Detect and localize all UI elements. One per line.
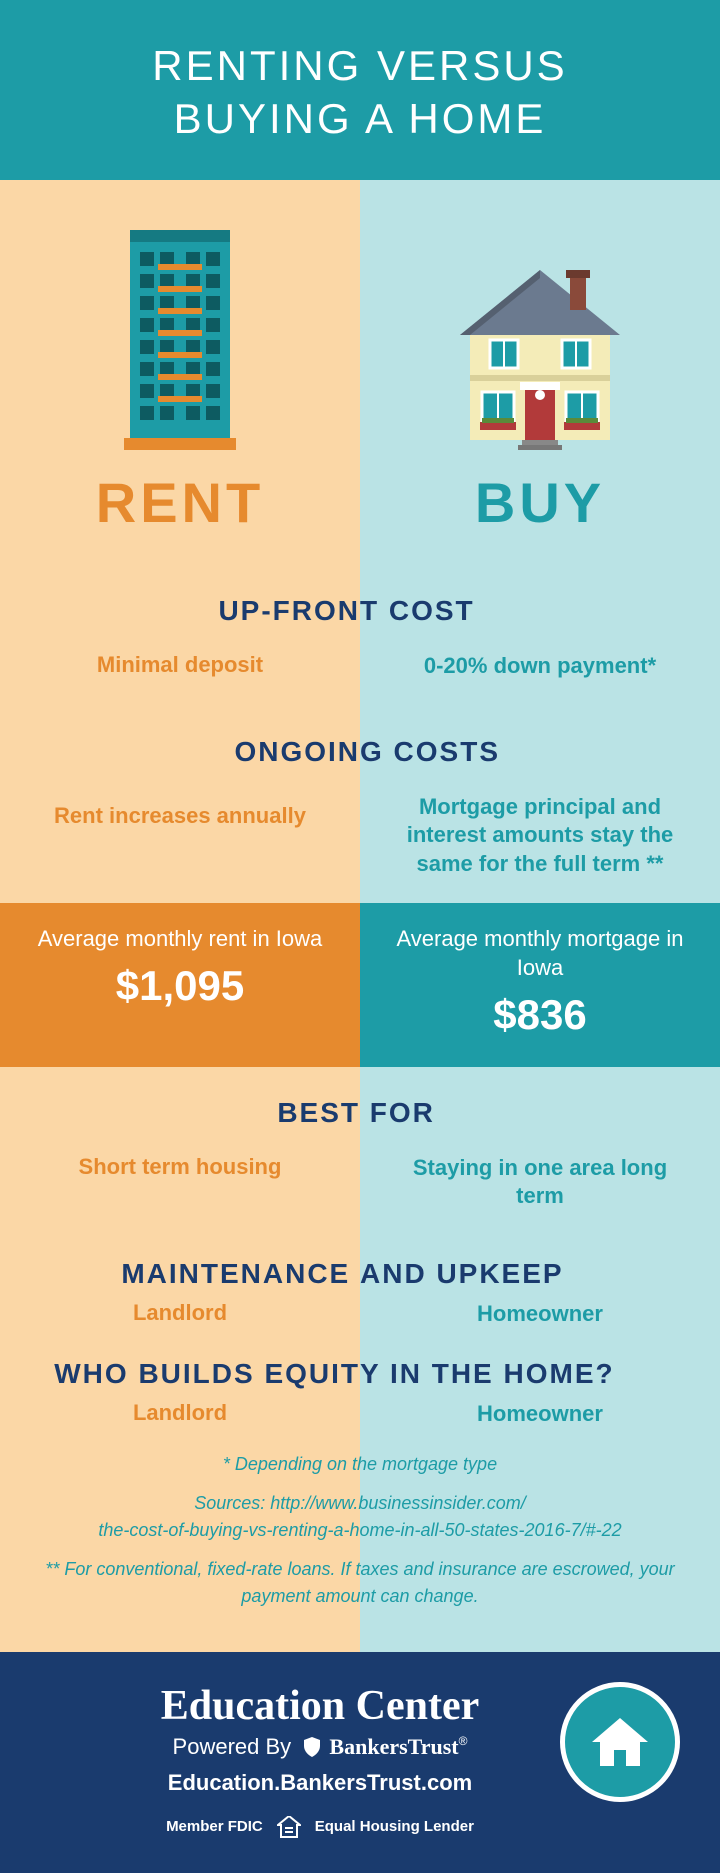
footer-url: Education.BankersTrust.com [90, 1770, 550, 1796]
house-icon [360, 180, 720, 470]
buy-label: BUY [360, 470, 720, 565]
ongoing-buy-value: Mortgage principal and interest amounts … [360, 783, 720, 904]
stats-band: Average monthly rent in Iowa $1,095 Aver… [0, 903, 720, 1066]
equity-buy-value: Homeowner [360, 1398, 720, 1437]
upfront-heading-right: T COST [360, 565, 720, 642]
shield-icon [303, 1737, 321, 1757]
buy-stat: Average monthly mortgage in Iowa $836 [360, 903, 720, 1066]
column-headers: RENT [0, 180, 720, 565]
ongoing-rent-value: Rent increases annually [0, 783, 360, 854]
bestfor-buy-col: FOR Staying in one area long term [360, 1067, 720, 1236]
equal-housing-lender: Equal Housing Lender [315, 1818, 474, 1835]
maintenance-rent-value: Landlord [0, 1298, 360, 1334]
ongoing-rent-col: ONGOIN Rent increases annually [0, 706, 360, 904]
rent-column-header: RENT [0, 180, 360, 565]
upfront-heading-left: UP-FRON [0, 565, 360, 642]
footnote-1: * Depending on the mortgage type [40, 1451, 680, 1478]
rent-label: RENT [0, 470, 360, 565]
header: RENTING VERSUS BUYING A HOME [0, 0, 720, 180]
footnote-source: Sources: http://www.businessinsider.com/… [40, 1490, 680, 1544]
buy-stat-label: Average monthly mortgage in Iowa [380, 925, 700, 982]
equity-rent-col: WHO BUILDS EQUIT Landlord [0, 1336, 360, 1437]
page-title: RENTING VERSUS BUYING A HOME [20, 40, 700, 145]
equity-rent-value: Landlord [0, 1398, 360, 1434]
ongoing-heading-left: ONGOIN [0, 706, 360, 783]
ongoing-section: ONGOIN Rent increases annually G COSTS M… [0, 706, 720, 904]
title-line-2: BUYING A HOME [174, 95, 547, 142]
bestfor-rent-value: Short term housing [0, 1144, 360, 1205]
bestfor-section: BEST Short term housing FOR Staying in o… [0, 1067, 720, 1236]
ongoing-heading-right: G COSTS [360, 706, 720, 783]
equity-heading-right: Y IN THE HOME? [360, 1336, 720, 1398]
footnotes: * Depending on the mortgage type Sources… [0, 1436, 720, 1652]
footer-powered: Powered By BankersTrust® [90, 1734, 550, 1760]
upfront-buy-value: 0-20% down payment* [360, 642, 720, 706]
equity-section: WHO BUILDS EQUIT Landlord Y IN THE HOME?… [0, 1336, 720, 1437]
maintenance-section: MAINTENANCE Landlord AND UPKEEP Homeowne… [0, 1236, 720, 1337]
maintenance-heading-right: AND UPKEEP [360, 1236, 720, 1298]
buy-stat-value: $836 [380, 991, 700, 1039]
equity-heading-left: WHO BUILDS EQUIT [0, 1336, 360, 1398]
ongoing-buy-col: G COSTS Mortgage principal and interest … [360, 706, 720, 904]
rent-stat-value: $1,095 [20, 962, 340, 1010]
maintenance-rent-col: MAINTENANCE Landlord [0, 1236, 360, 1337]
equal-housing-icon [277, 1816, 301, 1838]
equity-buy-col: Y IN THE HOME? Homeowner [360, 1336, 720, 1437]
maintenance-buy-col: AND UPKEEP Homeowner [360, 1236, 720, 1337]
maintenance-heading-left: MAINTENANCE [0, 1236, 360, 1298]
bestfor-buy-value: Staying in one area long term [360, 1144, 720, 1236]
footer-legal: Member FDIC Equal Housing Lender [90, 1816, 550, 1838]
maintenance-buy-value: Homeowner [360, 1298, 720, 1337]
bestfor-rent-col: BEST Short term housing [0, 1067, 360, 1236]
house-badge-icon [560, 1682, 680, 1802]
rent-stat-label: Average monthly rent in Iowa [20, 925, 340, 954]
upfront-section: UP-FRON Minimal deposit T COST 0-20% dow… [0, 565, 720, 706]
rent-stat: Average monthly rent in Iowa $1,095 [0, 903, 360, 1066]
upfront-buy-col: T COST 0-20% down payment* [360, 565, 720, 706]
bestfor-heading-right: FOR [360, 1067, 720, 1144]
footnote-2: ** For conventional, fixed-rate loans. I… [40, 1556, 680, 1610]
footer: Education Center Powered By BankersTrust… [0, 1652, 720, 1873]
upfront-rent-col: UP-FRON Minimal deposit [0, 565, 360, 706]
apartment-icon [0, 180, 360, 470]
buy-column-header: BUY [360, 180, 720, 565]
member-fdic: Member FDIC [166, 1818, 263, 1835]
title-line-1: RENTING VERSUS [152, 42, 567, 89]
footer-main: Education Center Powered By BankersTrust… [90, 1682, 550, 1838]
bestfor-heading-left: BEST [0, 1067, 360, 1144]
upfront-rent-value: Minimal deposit [0, 642, 360, 703]
